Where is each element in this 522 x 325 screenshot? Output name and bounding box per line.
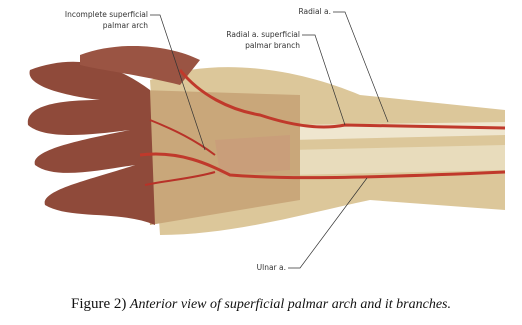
- tendon: [290, 145, 505, 175]
- retinaculum: [215, 135, 290, 175]
- caption-text: Anterior view of superficial palmar arch…: [129, 297, 451, 312]
- branch: [144, 171, 216, 186]
- leader-line: [150, 14, 206, 151]
- figure-image: Incomplete superficial palmar arch Radia…: [27, 7, 506, 272]
- leader-line: [333, 11, 389, 123]
- hand: [27, 61, 155, 225]
- caption-label: Figure 2): [71, 296, 127, 312]
- caption: Figure 2) Anterior view of superficial p…: [0, 296, 522, 313]
- label: Radial a.: [298, 7, 331, 16]
- label: Radial a. superficial: [226, 30, 300, 39]
- label: Ulnar a.: [257, 263, 286, 272]
- label: Incomplete superficial: [65, 10, 148, 19]
- palmar-arch: [149, 119, 216, 156]
- thumb: [80, 45, 200, 85]
- label: palmar arch: [103, 21, 148, 30]
- ulnar-artery: [139, 152, 506, 180]
- label: palmar branch: [245, 41, 300, 50]
- radial-artery: [178, 69, 506, 130]
- leader-line: [288, 177, 368, 269]
- leader-line: [302, 34, 346, 126]
